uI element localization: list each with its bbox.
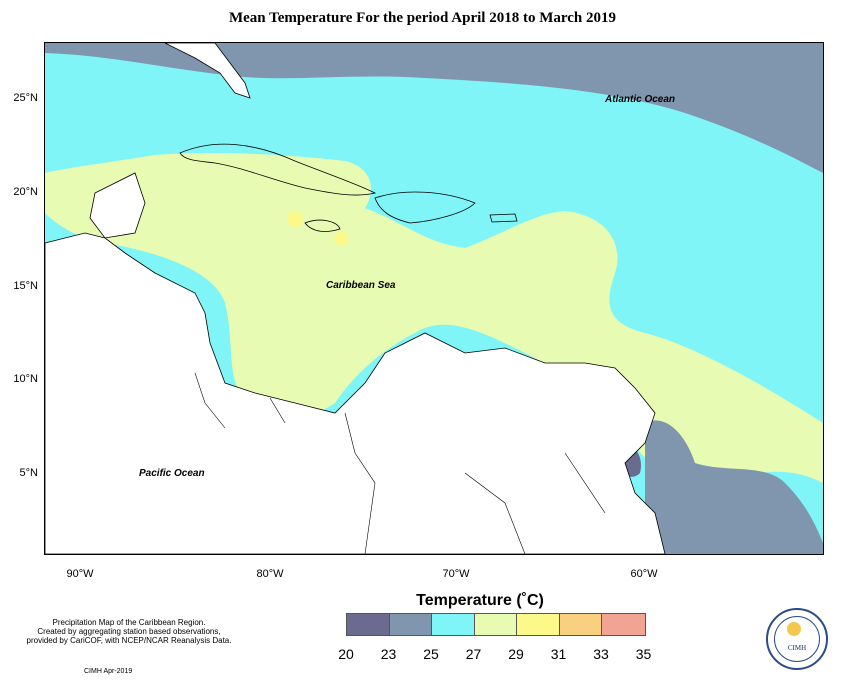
cimh-logo: CIMH: [766, 608, 828, 670]
pacific-ocean-label: Pacific Ocean: [139, 468, 205, 479]
legend-value: 27: [465, 646, 482, 662]
lon-label-80w: 80°W: [256, 568, 284, 580]
atlantic-ocean-label: Atlantic Ocean: [605, 94, 676, 105]
legend-swatch-20-23: [347, 614, 390, 635]
legend-color-bar: [346, 613, 646, 636]
jamaica-hot-spot-2: [334, 232, 348, 246]
legend-swatch-25-27: [432, 614, 475, 635]
lat-label-25n: 25°N: [13, 92, 38, 104]
legend-swatch-31-33: [559, 614, 602, 635]
lat-label-15n: 15°N: [13, 280, 38, 292]
note-line: provided by CariCOF, with NCEP/NCAR Rean…: [26, 636, 232, 645]
note-line: Created by aggregating station based obs…: [37, 627, 221, 636]
lon-label-60w: 60°W: [630, 568, 658, 580]
sun-icon: [787, 622, 801, 636]
note-line: Precipitation Map of the Caribbean Regio…: [52, 618, 206, 627]
legend-swatch-23-25: [389, 614, 432, 635]
map-title: Mean Temperature For the period April 20…: [228, 10, 617, 26]
temperature-map: [44, 42, 824, 555]
yucatan-land: [89, 172, 146, 239]
legend-value: 33: [593, 646, 609, 662]
cuba-outline: [179, 143, 377, 196]
lat-label-5n: 5°N: [19, 467, 38, 479]
legend-value: 23: [380, 646, 397, 662]
legend-value: 35: [635, 646, 652, 662]
legend-swatch-29-31: [517, 614, 560, 635]
legend-value: 25: [423, 646, 439, 662]
legend-value: 20: [338, 646, 354, 662]
hispaniola-outline: [374, 191, 476, 224]
legend-swatch-27-29: [474, 614, 517, 635]
credit-text: CIMH Apr-2019: [84, 668, 133, 675]
map-notes: Precipitation Map of the Caribbean Regio…: [14, 618, 244, 645]
lon-label-70w: 70°W: [442, 568, 470, 580]
legend-swatch-33-35: [602, 614, 645, 635]
legend-value: 31: [550, 646, 567, 662]
lat-label-10n: 10°N: [13, 373, 38, 385]
legend-title: Temperature (˚C): [416, 592, 544, 609]
jamaica-outline: [304, 219, 341, 232]
caribbean-sea-label: Caribbean Sea: [326, 280, 396, 291]
lat-label-20n: 20°N: [13, 186, 38, 198]
jamaica-hot-spot: [287, 211, 303, 227]
logo-text: CIMH: [787, 644, 807, 652]
guiana-cool-region: [645, 420, 823, 554]
legend-value: 29: [508, 646, 524, 662]
mainland-landmass: [45, 232, 666, 554]
country-borders: [194, 372, 606, 554]
lon-label-90w: 90°W: [66, 568, 94, 580]
florida-land: [164, 43, 251, 99]
puerto-rico-outline: [489, 213, 518, 223]
